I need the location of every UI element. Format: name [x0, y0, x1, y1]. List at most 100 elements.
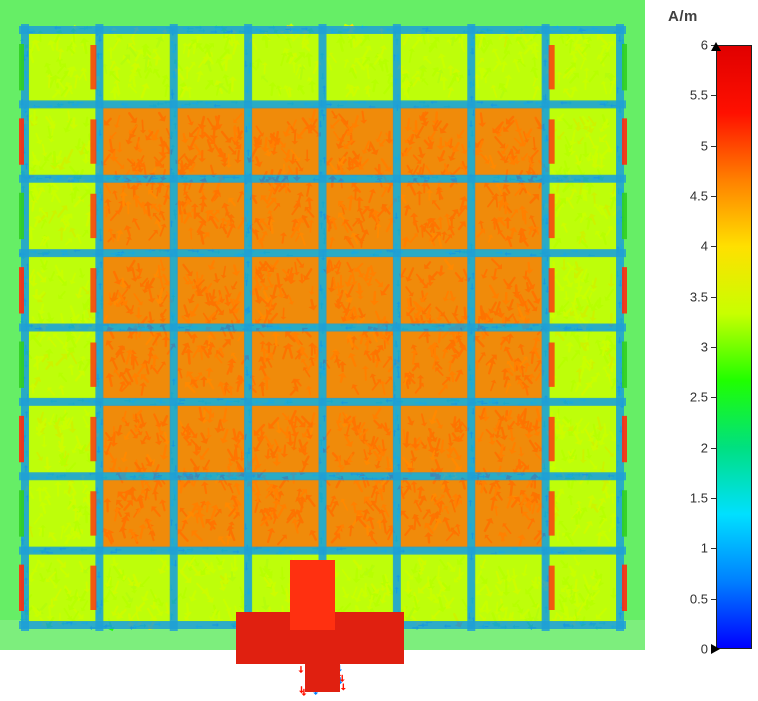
patch-cell — [325, 404, 394, 474]
patch-cell — [251, 33, 320, 102]
slot-current — [90, 119, 97, 164]
edge-current — [19, 490, 24, 537]
patch-cell — [176, 33, 246, 102]
slot-current — [90, 45, 97, 90]
patch-cell — [548, 107, 617, 176]
scale-tick-mark — [711, 296, 716, 298]
scale-tick-label: 3 — [700, 339, 708, 355]
patch-cell — [325, 181, 394, 251]
patch-cell — [102, 181, 171, 251]
scale-tick-mark — [711, 447, 716, 449]
slot-current — [90, 342, 97, 387]
patch-cell — [548, 553, 617, 622]
patch-cell — [548, 256, 617, 325]
patch-cell — [251, 107, 320, 176]
patch-cell — [176, 404, 246, 474]
patch-cell — [28, 330, 97, 399]
patch-cell — [251, 330, 320, 399]
scale-tick-label: 4.5 — [689, 188, 708, 204]
patch-cell — [474, 330, 543, 399]
patch-cell — [325, 479, 394, 548]
field-canvas[interactable] — [0, 0, 660, 701]
patch-cell — [28, 256, 97, 325]
patch-cell — [548, 404, 617, 474]
patch-cell — [102, 107, 171, 176]
patch-cell — [325, 33, 394, 102]
patch-cell — [474, 479, 543, 548]
grid-strip-vertical — [467, 24, 476, 631]
patch-cell — [399, 404, 469, 474]
surface-current-plot[interactable] — [0, 0, 660, 701]
feed-line — [290, 560, 335, 630]
patch-cell — [28, 553, 97, 622]
grid-strip-horizontal — [19, 546, 626, 555]
grid-strip-vertical — [541, 24, 550, 631]
scale-tick-mark — [711, 397, 716, 399]
patch-cell — [176, 181, 246, 251]
patch-cell — [399, 256, 469, 325]
scale-tick-mark — [711, 347, 716, 348]
edge-current — [622, 118, 627, 165]
grid-strip-vertical — [318, 24, 327, 631]
patch-cell — [176, 256, 246, 325]
grid-strip-vertical — [392, 24, 401, 631]
scale-tick-label: 2 — [700, 440, 708, 456]
feed-port — [305, 650, 340, 692]
patch-cell — [176, 553, 246, 622]
patch-cell — [102, 553, 171, 622]
scale-tick-label: 1.5 — [689, 490, 708, 506]
patch-cell — [548, 33, 617, 102]
scale-tick-label: 5.5 — [689, 87, 708, 103]
scale-tick-mark — [711, 145, 716, 147]
patch-cell — [102, 33, 171, 102]
grid-strip-horizontal — [19, 397, 626, 406]
scale-tick-mark — [711, 498, 716, 499]
patch-cell — [102, 256, 171, 325]
scale-tick-label: 6 — [700, 37, 708, 53]
patch-cell — [28, 107, 97, 176]
scale-tick-mark — [711, 649, 716, 650]
patch-cell — [28, 479, 97, 548]
patch-cell — [102, 404, 171, 474]
edge-current — [19, 341, 24, 388]
edge-current — [19, 564, 24, 611]
edge-current — [622, 267, 627, 314]
patch-cell — [325, 256, 394, 325]
patch-cell — [548, 479, 617, 548]
patch-cell — [548, 181, 617, 251]
patch-cell — [28, 33, 97, 102]
scale-tick-label: 0.5 — [689, 591, 708, 607]
patch-cell — [474, 33, 543, 102]
patch-cell — [399, 330, 469, 399]
patch-cell — [399, 107, 469, 176]
slot-current — [548, 342, 555, 387]
slot-current — [548, 268, 555, 313]
edge-current — [19, 267, 24, 314]
patch-cell — [474, 404, 543, 474]
patch-cell — [28, 404, 97, 474]
slot-current — [90, 268, 97, 313]
slot-current — [548, 193, 555, 239]
patch-cell — [399, 33, 469, 102]
patch-cell — [399, 553, 469, 622]
color-scale-bar — [716, 45, 752, 649]
edge-current — [622, 564, 627, 611]
scale-tick-label: 3.5 — [689, 289, 708, 305]
scale-tick-label: 2.5 — [689, 389, 708, 405]
patch-cell — [399, 479, 469, 548]
slot-current — [90, 565, 97, 610]
patch-cell — [474, 256, 543, 325]
slot-current — [548, 565, 555, 610]
patch-cell — [474, 553, 543, 622]
edge-current — [19, 192, 24, 240]
scale-tick-mark — [711, 95, 716, 97]
slot-current — [90, 416, 97, 462]
grid-strip-horizontal — [19, 472, 626, 481]
patch-cell — [251, 256, 320, 325]
patch-cell — [548, 330, 617, 399]
slot-current — [90, 193, 97, 239]
scale-tick-mark — [711, 45, 716, 46]
scale-tick-label: 0 — [700, 641, 708, 657]
grid-strip-vertical — [616, 24, 624, 631]
patch-cell — [176, 107, 246, 176]
